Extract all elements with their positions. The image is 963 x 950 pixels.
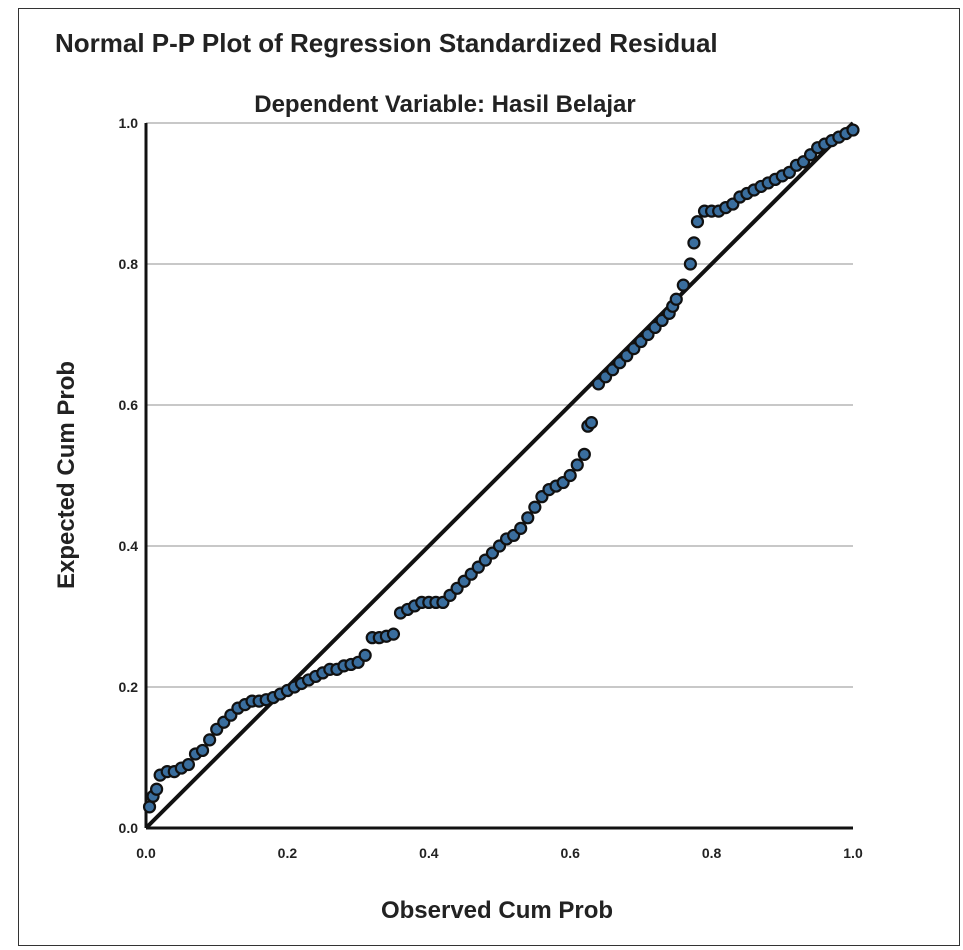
data-point (203, 733, 217, 747)
y-tick-label: 1.0 (119, 115, 139, 131)
chart-subtitle: Dependent Variable: Hasil Belajar (254, 91, 635, 118)
data-point (577, 447, 591, 461)
data-point (195, 743, 210, 758)
y-tick-label: 0.6 (119, 397, 139, 413)
reference-line (144, 121, 855, 830)
tick-labels: 0.0 0.2 0.4 0.6 0.8 1.0 0.0 0.2 0.4 0.6 0.8 1.0 (119, 115, 863, 861)
x-tick-label: 0.6 (560, 845, 580, 861)
data-point (142, 800, 157, 814)
data-point (584, 416, 599, 430)
data-point (683, 257, 697, 271)
x-tick-label: 0.2 (278, 845, 298, 861)
data-point (514, 521, 528, 535)
data-point (563, 468, 577, 483)
data-points (142, 123, 860, 814)
data-point (528, 500, 542, 514)
data-point (358, 648, 372, 662)
data-point (386, 627, 401, 641)
data-point (521, 511, 535, 525)
y-tick-label: 0.8 (119, 256, 139, 272)
y-tick-label: 0.0 (119, 820, 139, 836)
chart-frame (18, 8, 960, 946)
data-point (669, 292, 683, 306)
y-tick-label: 0.2 (119, 679, 139, 695)
x-tick-label: 0.8 (702, 845, 722, 861)
data-point (676, 278, 690, 292)
data-point (846, 123, 860, 137)
data-point (690, 215, 705, 229)
y-axis-label: Expected Cum Prob (53, 361, 80, 589)
chart-title: Normal P-P Plot of Regression Standardiz… (55, 28, 718, 58)
data-point (150, 782, 164, 796)
data-point (181, 757, 196, 772)
data-point (570, 458, 584, 472)
x-axis-label: Observed Cum Prob (381, 897, 613, 924)
data-point (687, 236, 701, 250)
x-tick-label: 0.4 (419, 845, 439, 861)
x-tick-label: 0.0 (136, 845, 156, 861)
x-tick-label: 1.0 (843, 845, 863, 861)
y-tick-label: 0.4 (119, 538, 139, 554)
